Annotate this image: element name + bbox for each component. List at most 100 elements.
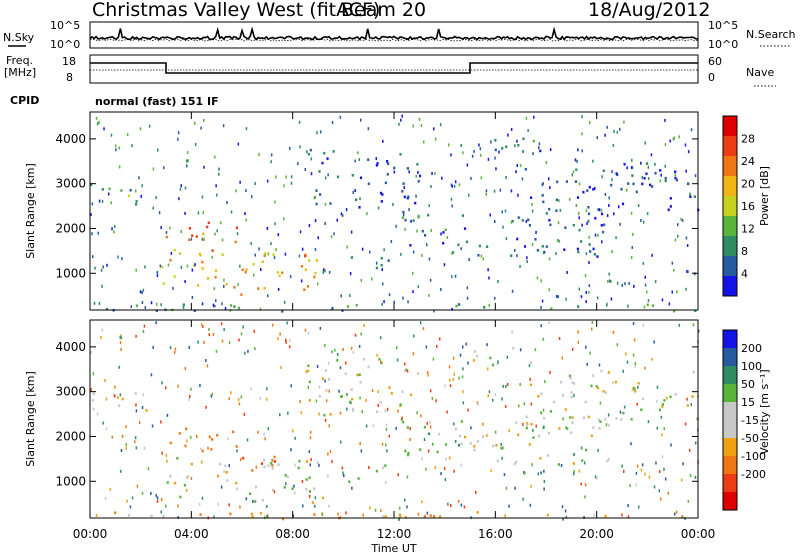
scatter-cell xyxy=(693,195,696,198)
scatter-cell xyxy=(202,324,204,328)
scatter-cell xyxy=(568,197,571,201)
scatter-cell xyxy=(358,373,361,376)
scatter-cell xyxy=(523,470,525,474)
scatter-cell xyxy=(540,392,543,395)
scatter-cell xyxy=(126,133,129,137)
scatter-cell xyxy=(188,397,190,401)
scatter-cell xyxy=(173,248,176,252)
scatter-cell xyxy=(531,203,533,206)
scatter-cell xyxy=(542,408,545,412)
scatter-cell xyxy=(290,384,292,388)
scatter-cell xyxy=(323,151,326,155)
scatter-cell xyxy=(542,337,544,341)
scatter-cell xyxy=(409,393,413,397)
scatter-cell xyxy=(543,416,546,420)
colorbar-segment xyxy=(723,492,737,510)
scatter-cell xyxy=(326,157,329,160)
scatter-cell xyxy=(437,432,441,436)
scatter-cell xyxy=(281,271,284,275)
scatter-cell xyxy=(578,228,581,232)
scatter-cell xyxy=(384,181,387,185)
scatter-cell xyxy=(594,216,597,220)
scatter-cell xyxy=(262,458,265,462)
noise-panel-frame xyxy=(89,21,699,49)
scatter-cell xyxy=(608,457,610,461)
scatter-cell xyxy=(586,362,588,366)
scatter-cell xyxy=(202,211,204,215)
scatter-cell xyxy=(279,332,281,336)
scatter-cell xyxy=(197,211,200,215)
scatter-cell xyxy=(607,371,610,374)
scatter-cell xyxy=(495,167,497,171)
scatter-cell xyxy=(468,193,470,197)
scatter-cell xyxy=(594,233,597,237)
scatter-cell xyxy=(573,453,575,457)
scatter-cell xyxy=(267,427,270,431)
scatter-cell xyxy=(402,182,405,185)
scatter-cell xyxy=(409,438,411,441)
scatter-cell xyxy=(401,190,404,193)
scatter-cell xyxy=(412,250,415,254)
scatter-cell xyxy=(565,297,567,301)
scatter-cell xyxy=(242,325,244,329)
noise-search-line xyxy=(89,38,699,42)
colorbar-segment xyxy=(723,384,737,402)
scatter-cell xyxy=(214,269,218,273)
scatter-cell xyxy=(191,296,194,299)
scatter-cell xyxy=(543,425,545,429)
scatter-cell xyxy=(118,404,121,407)
scatter-cell xyxy=(549,223,552,227)
scatter-cell xyxy=(307,152,310,156)
scatter-cell xyxy=(240,293,243,296)
scatter-cell xyxy=(150,301,153,305)
scatter-cell xyxy=(331,350,333,354)
y-tick-label: 3000 xyxy=(55,385,86,399)
scatter-cell xyxy=(371,277,373,281)
scatter-cell xyxy=(528,443,531,446)
scatter-cell xyxy=(429,425,432,429)
scatter-cell xyxy=(261,260,264,264)
scatter-cell xyxy=(251,515,254,518)
scatter-cell xyxy=(501,147,504,150)
scatter-cell xyxy=(442,241,445,245)
scatter-cell xyxy=(169,441,172,445)
scatter-cell xyxy=(526,422,529,425)
freq-tick-top: 18 xyxy=(62,55,76,68)
scatter-cell xyxy=(537,395,540,398)
scatter-cell xyxy=(580,295,583,299)
scatter-cell xyxy=(479,147,482,151)
scatter-cell xyxy=(260,268,262,271)
scatter-cell xyxy=(462,151,464,155)
scatter-cell xyxy=(410,219,412,223)
scatter-cell xyxy=(402,296,404,300)
scatter-cell xyxy=(530,196,533,199)
scatter-cell xyxy=(547,431,550,435)
scatter-cell xyxy=(340,440,342,444)
scatter-cell xyxy=(531,209,534,213)
scatter-cell xyxy=(664,179,667,183)
scatter-cell xyxy=(217,502,219,506)
scatter-cell xyxy=(687,150,690,154)
scatter-cell xyxy=(346,245,348,249)
scatter-cell xyxy=(608,279,611,283)
scatter-cell xyxy=(226,201,228,204)
scatter-cell xyxy=(362,358,365,361)
scatter-cell xyxy=(562,517,564,521)
scatter-cell xyxy=(472,359,475,362)
scatter-cell xyxy=(519,164,522,168)
scatter-cell xyxy=(557,221,560,225)
scatter-cell xyxy=(90,388,92,392)
scatter-cell xyxy=(329,413,332,416)
scatter-cell xyxy=(94,266,96,270)
scatter-cell xyxy=(221,238,224,242)
scatter-cell xyxy=(214,275,217,279)
scatter-cell xyxy=(360,449,363,453)
scatter-cell xyxy=(674,393,677,396)
scatter-cell xyxy=(436,344,438,348)
scatter-cell xyxy=(277,233,280,237)
scatter-cell xyxy=(615,417,618,420)
scatter-cell xyxy=(183,483,186,487)
scatter-cell xyxy=(423,140,425,144)
scatter-cell xyxy=(161,265,164,269)
